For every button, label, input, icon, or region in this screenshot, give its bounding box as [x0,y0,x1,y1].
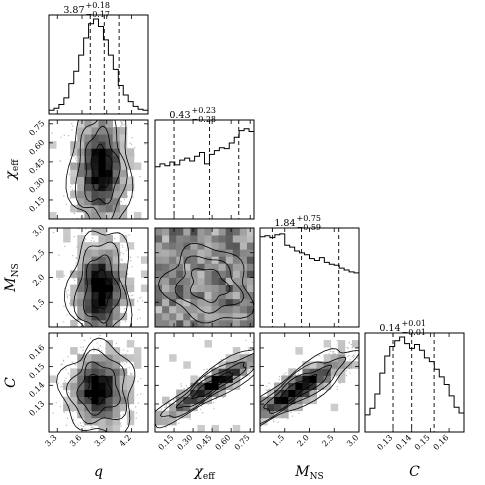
pair-panel-M_NS-vs-chi_eff [155,228,254,327]
contour-4-M_NS-vs-q [63,230,133,327]
hist-step-q [48,18,149,114]
hist-panel-C: 0.14 +0.01−0.01 [364,319,465,433]
contour-2-C-vs-chi_eff [175,361,247,409]
density-blocks-chi_eff-vs-q [49,120,142,219]
hist-step-C [364,336,465,432]
contour-3-M_NS-vs-chi_eff [158,242,254,324]
contour-1-chi_eff-vs-q [90,143,113,191]
x-tick-label-M_NS: 3.0 [345,433,360,448]
contour-2-chi_eff-vs-q [84,125,121,205]
y-tick-label-chi_eff: 0.75 [27,119,46,138]
y-axis-label-C: C [3,377,19,388]
x-axis-label-chi_eff: χeff [193,464,215,482]
x-tick-label-M_NS: 2.0 [296,433,311,448]
y-tick-label-chi_eff: 0.15 [27,195,46,214]
x-tick-label-q: 3.3 [43,433,58,448]
contour-4-C-vs-q [56,337,136,432]
pair-frame-C-vs-chi_eff [154,332,255,433]
title-minus-q: −0.17 [86,10,111,19]
contour-2-C-vs-q [76,361,121,416]
title-minus-C: −0.01 [402,328,427,337]
x-tick-label-q: 4.2 [118,433,133,448]
y-tick-label-C: 0.14 [27,380,46,399]
y-tick-label-C: 0.16 [27,343,46,362]
contour-3-chi_eff-vs-q [74,120,128,219]
x-axis-label-q: q [94,464,103,480]
title-value-q: 3.87 [63,5,84,16]
contour-3-C-vs-chi_eff [159,352,254,418]
contour-1-M_NS-vs-q [90,268,113,310]
hist-frame-C [364,332,465,433]
title-minus-M_NS: −0.59 [297,223,322,232]
hist-step-M_NS [259,233,360,327]
title-value-M_NS: 1.84 [274,218,295,229]
contour-4-chi_eff-vs-q [65,120,134,219]
title-plus-q: +0.18 [86,1,111,10]
contour-4-C-vs-chi_eff [155,348,254,429]
x-tick-label-chi_eff: 0.15 [156,433,175,452]
contour-3-C-vs-q [65,348,128,425]
pair-panel-chi_eff-vs-q [49,120,146,219]
contour-1-C-vs-chi_eff [191,371,234,400]
y-axis-label-chi_eff: χeff [3,159,21,181]
hist-panel-q: 3.87 +0.18−0.17 [48,1,149,115]
x-tick-label-chi_eff: 0.45 [195,433,214,452]
x-tick-label-M_NS: 1.5 [271,433,286,448]
title-plus-chi_eff: +0.23 [192,106,217,115]
contour-3-M_NS-vs-q [73,241,128,327]
pair-panel-C-vs-q [49,333,142,432]
y-tick-label-chi_eff: 0.45 [27,157,46,176]
pair-panel-C-vs-M_NS [260,339,359,431]
title-plus-M_NS: +0.75 [297,214,322,223]
x-tick-label-q: 3.9 [93,433,108,448]
contour-1-M_NS-vs-chi_eff [190,268,231,303]
x-tick-label-C: 0.13 [375,433,394,452]
x-axis-label-M_NS: MNS [294,464,323,482]
pair-frame-C-vs-q [48,332,149,433]
y-tick-label-M_NS: 3.0 [31,223,46,238]
title-plus-C: +0.01 [402,319,427,328]
title-minus-chi_eff: −0.28 [192,115,217,124]
x-tick-label-C: 0.15 [413,433,432,452]
y-tick-label-chi_eff: 0.60 [27,138,46,157]
pair-panel-M_NS-vs-q [52,228,148,327]
contour-1-C-vs-q [86,374,113,406]
hist-frame-chi_eff [154,119,255,220]
x-tick-label-chi_eff: 0.30 [176,433,195,452]
title-value-C: 0.14 [379,323,400,334]
y-tick-label-M_NS: 2.0 [31,273,46,288]
x-tick-label-chi_eff: 0.75 [233,433,252,452]
contour-3-C-vs-M_NS [260,356,347,425]
x-tick-label-q: 3.6 [68,433,83,448]
contour-4-C-vs-M_NS [260,348,359,427]
contour-2-C-vs-M_NS [263,364,332,414]
title-value-chi_eff: 0.43 [169,110,190,121]
contour-1-C-vs-M_NS [276,373,317,403]
hist-panel-chi_eff: 0.43 +0.23−0.28 [154,106,255,220]
x-tick-label-C: 0.16 [432,433,451,452]
hist-frame-q [48,14,149,115]
y-tick-label-M_NS: 1.5 [31,297,46,312]
y-axis-label-M_NS: MNS [3,263,21,292]
density-blocks-C-vs-chi_eff [155,340,254,432]
pair-frame-chi_eff-vs-q [48,119,149,220]
hist-frame-M_NS [259,227,360,328]
y-tick-label-C: 0.13 [27,399,46,418]
contour-2-M_NS-vs-chi_eff [174,255,244,314]
x-tick-label-chi_eff: 0.60 [214,433,233,452]
x-axis-label-C: C [409,464,420,480]
pair-panel-C-vs-chi_eff [155,339,254,432]
x-tick-label-M_NS: 2.5 [320,433,335,448]
x-tick-label-C: 0.14 [394,433,413,452]
y-tick-label-chi_eff: 0.30 [27,176,46,195]
y-tick-label-C: 0.15 [27,362,46,381]
y-tick-label-M_NS: 2.5 [31,248,46,263]
contour-2-M_NS-vs-q [82,254,122,324]
